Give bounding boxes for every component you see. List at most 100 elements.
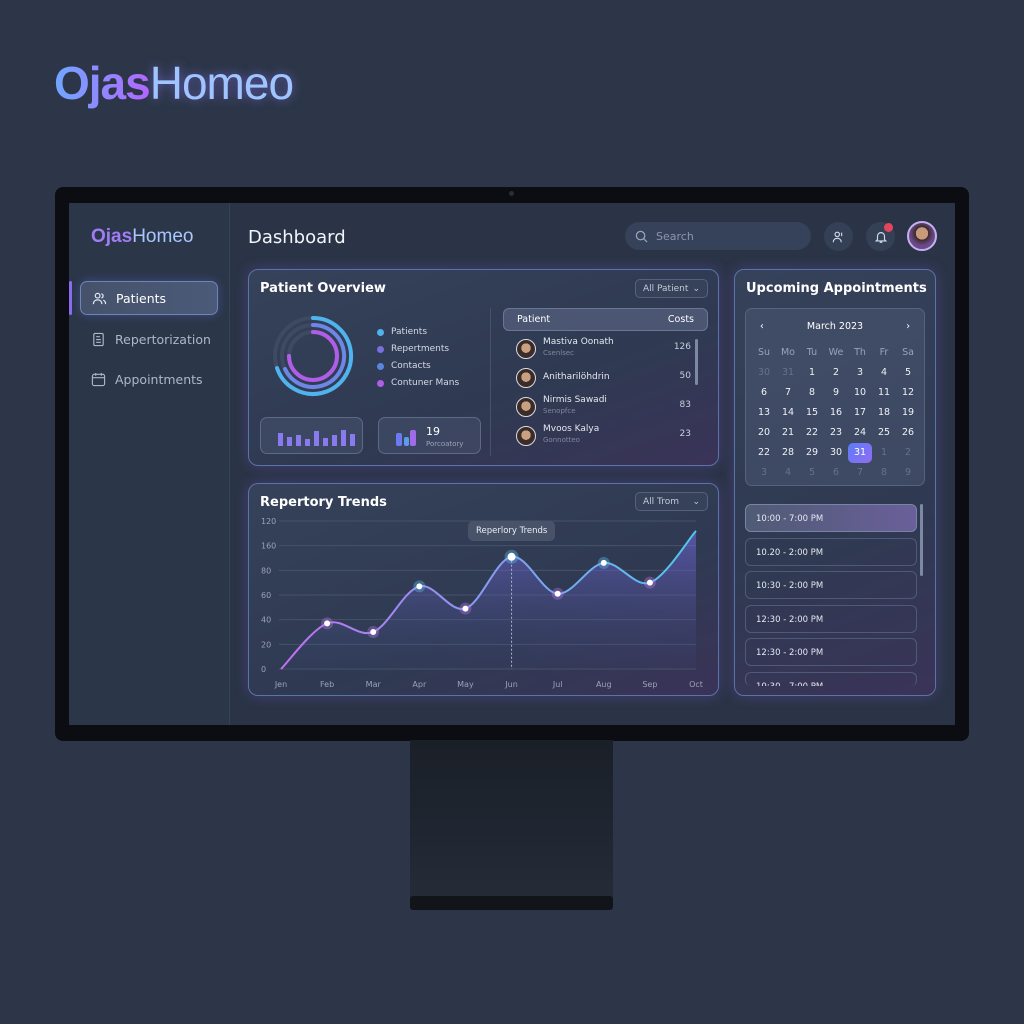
appointment-slot[interactable]: 10:30 - 7:00 PM — [745, 672, 917, 686]
calendar-day[interactable]: 14 — [781, 407, 795, 418]
calendar-day[interactable]: 6 — [832, 467, 840, 478]
calendar-day[interactable]: 22 — [805, 427, 819, 438]
calendar-day[interactable]: 31 — [781, 367, 795, 378]
calendar-day[interactable]: 2 — [904, 447, 912, 458]
next-month-button[interactable]: › — [906, 321, 910, 332]
x-tick-label: Oct — [689, 680, 703, 689]
calendar-day[interactable]: 19 — [901, 407, 915, 418]
sidebar-item-patients[interactable]: Patients — [80, 281, 218, 315]
active-indicator — [69, 281, 72, 315]
patient-name: Anitharilöhdrin — [543, 372, 610, 382]
upcoming-appointments-card: Upcoming Appointments ‹ March 2023 › Su Mo T… — [734, 269, 936, 696]
calendar-day[interactable]: 29 — [805, 447, 819, 458]
calendar-day[interactable]: 5 — [808, 467, 816, 478]
avatar — [516, 426, 536, 446]
table-row[interactable]: Mastiva Oonath Csenlsec 126 — [516, 337, 691, 363]
calendar-day[interactable]: 26 — [901, 427, 915, 438]
calendar-day[interactable]: 3 — [760, 467, 768, 478]
chart-tooltip: Reperlory Trends — [468, 521, 556, 541]
calendar-day[interactable]: 17 — [853, 407, 867, 418]
appointment-slot[interactable]: 10:00 - 7:00 PM — [745, 504, 917, 532]
calendar-day[interactable]: 8 — [808, 387, 816, 398]
calendar-day[interactable]: 5 — [904, 367, 912, 378]
camera — [509, 191, 514, 196]
appointment-slot[interactable]: 12:30 - 2:00 PM — [745, 604, 917, 633]
weekday-label: We — [828, 347, 844, 358]
sidebar-item-appointments[interactable]: Appointments — [80, 362, 218, 396]
ring-contuner — [287, 330, 339, 382]
calendar-day[interactable]: 1 — [808, 367, 816, 378]
calendar-day[interactable]: 9 — [904, 467, 912, 478]
calendar-day[interactable]: 13 — [757, 407, 771, 418]
appointment-slot[interactable]: 12:30 - 2:00 PM — [745, 638, 917, 667]
table-scrollbar[interactable] — [695, 339, 698, 385]
patient-cost: 83 — [679, 400, 691, 410]
calendar-day[interactable]: 16 — [829, 407, 843, 418]
sidebar-item-repertorization[interactable]: Repertorization — [80, 322, 218, 356]
calendar-day[interactable]: 20 — [757, 427, 771, 438]
notifications-button[interactable] — [866, 222, 895, 251]
appointments-scrollbar[interactable] — [920, 504, 923, 576]
trend-area — [281, 530, 696, 669]
calendar-day[interactable]: 10 — [853, 387, 867, 398]
calendar-day[interactable]: 12 — [901, 387, 915, 398]
y-tick-label: 80 — [261, 566, 271, 575]
table-row[interactable]: Nirmis Sawadi Senopfce 83 — [516, 395, 691, 421]
calendar-day[interactable]: 2 — [832, 367, 840, 378]
monitor-stand — [410, 740, 613, 905]
calendar-day[interactable]: 18 — [877, 407, 891, 418]
sidebar-logo[interactable]: OjasHomeo — [91, 226, 194, 247]
table-row[interactable]: Anitharilöhdrin 50 — [516, 366, 691, 392]
stat-label: Porcoatory — [426, 440, 464, 448]
calendar-icon — [91, 372, 106, 386]
divider — [490, 308, 491, 456]
patient-filter-dropdown[interactable]: All Patient ⌄ — [635, 279, 708, 298]
weekday-label: Th — [854, 347, 866, 358]
calendar-day[interactable]: 28 — [781, 447, 795, 458]
calendar-day[interactable]: 7 — [784, 387, 792, 398]
calendar-day[interactable]: 3 — [856, 367, 864, 378]
data-point — [370, 629, 377, 635]
card-title: Upcoming Appointments — [746, 281, 927, 296]
appointment-slot[interactable]: 10.20 - 2:00 PM — [745, 537, 917, 566]
weekday-label: Sa — [902, 347, 914, 358]
x-tick-label: Apr — [412, 680, 427, 689]
chevron-down-icon: ⌄ — [692, 283, 700, 294]
prev-month-button[interactable]: ‹ — [760, 321, 764, 332]
calendar-day[interactable]: 4 — [880, 367, 888, 378]
calendar-day[interactable]: 11 — [877, 387, 891, 398]
sidebar-item-label: Appointments — [115, 371, 203, 387]
calendar-day[interactable]: 7 — [856, 467, 864, 478]
users-icon — [92, 292, 107, 304]
mini-bars — [278, 430, 355, 446]
calendar-day[interactable]: 21 — [781, 427, 795, 438]
donut-chart — [273, 316, 354, 396]
search-input[interactable]: Search — [625, 222, 811, 250]
table-row[interactable]: Mvoos Kalya Gonnotteo 23 — [516, 424, 691, 450]
legend-item: Patients — [377, 324, 459, 341]
data-point — [324, 620, 331, 627]
calendar-day[interactable]: 9 — [832, 387, 840, 398]
calendar-day[interactable]: 1 — [880, 447, 888, 458]
appointment-slot[interactable]: 10:30 - 2:00 PM — [745, 571, 917, 600]
trends-filter-dropdown[interactable]: All Trom ⌄ — [635, 492, 708, 511]
legend-item: Contuner Mans — [377, 375, 459, 392]
data-point — [554, 590, 561, 597]
user-avatar[interactable] — [907, 221, 937, 251]
weekday-label: Mo — [780, 347, 795, 358]
calendar-day[interactable]: 22 — [757, 447, 771, 458]
calendar-day[interactable]: 8 — [880, 467, 888, 478]
calendar-day[interactable]: 15 — [805, 407, 819, 418]
calendar-day[interactable]: 30 — [829, 447, 843, 458]
calendar-day[interactable]: 4 — [784, 467, 792, 478]
calendar-day[interactable]: 24 — [853, 427, 867, 438]
calendar-day[interactable]: 6 — [760, 387, 768, 398]
patient-cost: 126 — [673, 342, 691, 352]
patient-name: Mastiva Oonath — [543, 337, 614, 347]
calendar-day[interactable]: 31 — [848, 443, 872, 463]
stat-tile: 19 Porcoatory — [378, 417, 481, 454]
calendar-day[interactable]: 25 — [877, 427, 891, 438]
contacts-button[interactable] — [824, 222, 853, 251]
calendar-day[interactable]: 23 — [829, 427, 843, 438]
calendar-day[interactable]: 30 — [757, 367, 771, 378]
